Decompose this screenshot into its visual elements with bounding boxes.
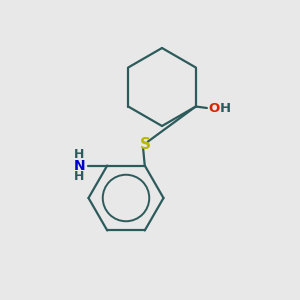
Text: H: H (74, 170, 85, 183)
Text: N: N (74, 158, 85, 172)
Text: S: S (140, 137, 151, 152)
Text: O: O (208, 101, 220, 115)
Text: H: H (220, 101, 231, 115)
Text: H: H (74, 148, 85, 160)
